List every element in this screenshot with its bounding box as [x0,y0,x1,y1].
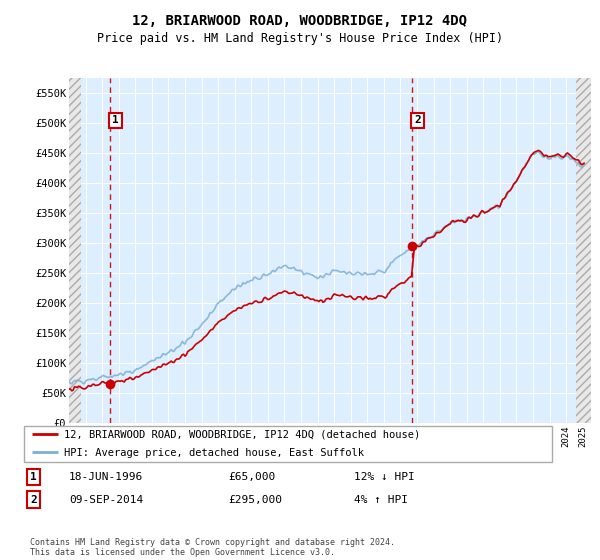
Text: Price paid vs. HM Land Registry's House Price Index (HPI): Price paid vs. HM Land Registry's House … [97,32,503,45]
Text: HPI: Average price, detached house, East Suffolk: HPI: Average price, detached house, East… [64,448,364,458]
Text: 09-SEP-2014: 09-SEP-2014 [69,494,143,505]
Text: 1: 1 [112,115,119,125]
Text: £295,000: £295,000 [228,494,282,505]
Text: £65,000: £65,000 [228,472,275,482]
Text: 12% ↓ HPI: 12% ↓ HPI [354,472,415,482]
Bar [576,78,591,423]
Text: Contains HM Land Registry data © Crown copyright and database right 2024.
This d: Contains HM Land Registry data © Crown c… [30,538,395,557]
Text: 18-JUN-1996: 18-JUN-1996 [69,472,143,482]
Text: 2: 2 [30,494,37,505]
Text: 12, BRIARWOOD ROAD, WOODBRIDGE, IP12 4DQ: 12, BRIARWOOD ROAD, WOODBRIDGE, IP12 4DQ [133,14,467,28]
FancyBboxPatch shape [24,426,552,462]
Text: 4% ↑ HPI: 4% ↑ HPI [354,494,408,505]
Bar [69,78,82,423]
Text: 1: 1 [30,472,37,482]
Text: 12, BRIARWOOD ROAD, WOODBRIDGE, IP12 4DQ (detached house): 12, BRIARWOOD ROAD, WOODBRIDGE, IP12 4DQ… [64,430,420,440]
Text: 2: 2 [414,115,421,125]
